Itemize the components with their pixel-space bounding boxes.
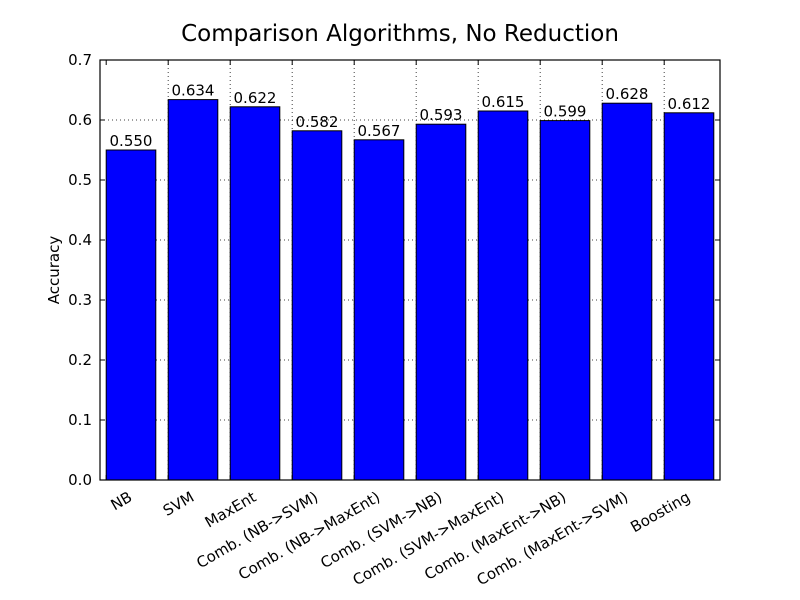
x-tick-label: SVM [160, 488, 197, 520]
chart-title: Comparison Algorithms, No Reduction [181, 21, 619, 47]
bar-value-label: 0.599 [544, 103, 587, 121]
bar [167, 99, 219, 481]
y-tick-label: 0.7 [68, 51, 92, 69]
bars [105, 99, 715, 481]
x-tick-label: Boosting [627, 488, 693, 536]
bar-value-label: 0.550 [110, 132, 153, 150]
plot-frame [99, 59, 721, 481]
bar [105, 149, 157, 481]
y-tick-label: 0.2 [68, 351, 92, 369]
bar [353, 139, 405, 481]
y-tick-label: 0.6 [68, 111, 92, 129]
bar [601, 102, 653, 481]
bar [415, 123, 467, 481]
bar-value-label: 0.622 [234, 89, 277, 107]
data-labels: 0.550 0.634 0.622 0.582 0.567 0.593 0.615 0.599… [110, 82, 711, 150]
bar-value-label: 0.582 [296, 113, 339, 131]
bar-value-label: 0.615 [482, 93, 525, 111]
bar-value-label: 0.612 [668, 95, 711, 113]
bar-value-label: 0.567 [358, 122, 401, 140]
bar [229, 106, 281, 481]
bar [291, 130, 343, 481]
bar [663, 112, 715, 481]
bar [477, 110, 529, 481]
y-axis-label: Accuracy [45, 236, 63, 305]
x-tick-label: NB [108, 488, 136, 514]
bar-value-label: 0.628 [606, 85, 649, 103]
y-axis-ticks: 0.0 0.1 0.2 0.3 0.4 0.5 0.6 0.7 [68, 51, 720, 489]
y-tick-label: 0.1 [68, 411, 92, 429]
y-tick-label: 0.5 [68, 171, 92, 189]
y-tick-label: 0.4 [68, 231, 92, 249]
bar [539, 120, 591, 481]
bar-value-label: 0.593 [420, 106, 463, 124]
y-tick-label: 0.0 [68, 471, 92, 489]
bar-value-label: 0.634 [172, 82, 215, 100]
y-tick-label: 0.3 [68, 291, 92, 309]
